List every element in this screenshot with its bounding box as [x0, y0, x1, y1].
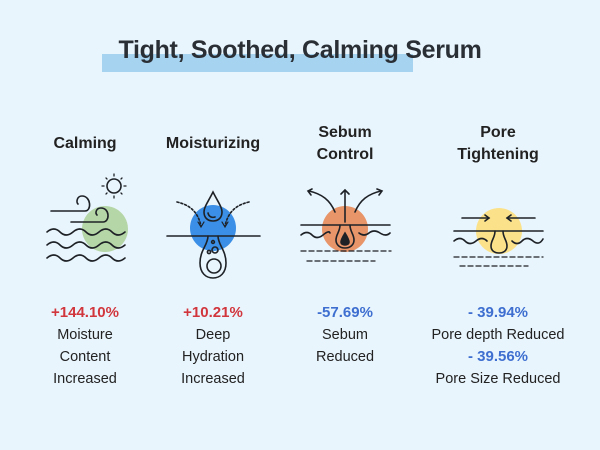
sebum-pore-release-icon [300, 188, 392, 262]
heading-line: Sebum [318, 124, 372, 141]
wind-waves-sun-icon [46, 173, 128, 262]
stat-value: +144.10% [51, 304, 119, 321]
stat-label: Increased [181, 371, 245, 387]
stat-pore: - 39.94% Pore depth Reduced - 39.56% Por… [413, 302, 583, 390]
heading-calming: Calming [53, 135, 117, 152]
heading-line: Tightening [457, 146, 539, 163]
heading-line: Pore [480, 124, 516, 141]
stat-calming: +144.10% Moisture Content Increased [0, 302, 170, 390]
pore-tightening-icon [453, 208, 544, 267]
title-highlight [102, 54, 413, 72]
page-title: Tight, Soothed, Calming Serum [118, 36, 482, 64]
stat-label: Moisture [57, 327, 113, 343]
stat-label: Pore Size Reduced [435, 371, 561, 387]
heading-sebum-control: Sebum Control [260, 122, 430, 166]
stat-label: Deep [195, 327, 231, 343]
stat-value: - 39.94% [467, 304, 529, 321]
stat-sebum: -57.69% Sebum Reduced [260, 302, 430, 368]
stat-value: +10.21% [183, 304, 243, 321]
water-drop-absorption-icon [166, 190, 261, 279]
stat-label: Reduced [315, 349, 375, 365]
stat-label: Content [59, 349, 111, 365]
stat-value: - 39.56% [467, 348, 529, 365]
heading-moisturizing: Moisturizing [165, 135, 261, 152]
stat-value: -57.69% [317, 304, 373, 321]
heading-pore-tightening: Pore Tightening [413, 122, 583, 166]
stat-moisturizing: +10.21% Deep Hydration Increased [128, 302, 298, 390]
stat-label: Sebum [322, 327, 368, 343]
stat-label: Pore depth Reduced [431, 327, 565, 343]
heading-line: Control [316, 146, 374, 163]
stat-label: Increased [53, 371, 117, 387]
stat-label: Hydration [181, 349, 245, 365]
